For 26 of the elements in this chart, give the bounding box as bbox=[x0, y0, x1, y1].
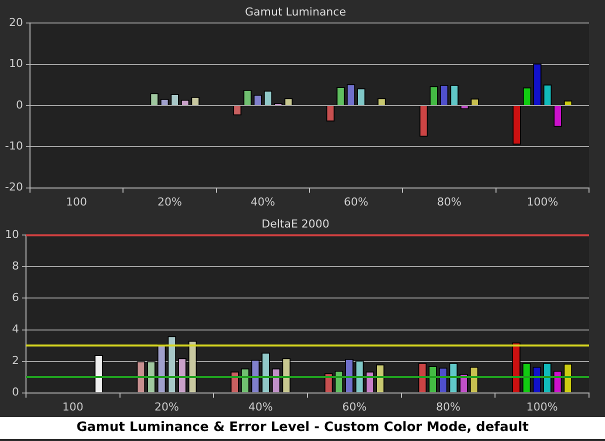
text: Gamut Luminance & Error Level - Custom Color Mode, default bbox=[0, 417, 605, 439]
x-tick-label: 100 bbox=[62, 400, 84, 414]
x-tick-label: 100% bbox=[526, 400, 558, 414]
y-tick-label: 10 bbox=[8, 57, 23, 70]
x-tick-label: 100% bbox=[526, 195, 558, 208]
x-tick-label: 80% bbox=[436, 400, 460, 414]
x-tick-label: 40% bbox=[248, 400, 273, 414]
y-tick-label: -10 bbox=[5, 140, 23, 153]
x-tick-label: 40% bbox=[250, 195, 276, 208]
x-tick-label: 20% bbox=[154, 400, 179, 414]
y-tick-label: 10 bbox=[4, 228, 19, 242]
y-tick-label: 0 bbox=[12, 386, 19, 399]
x-tick-label: 100 bbox=[66, 195, 88, 208]
y-tick-label: -20 bbox=[5, 180, 23, 194]
y-tick-label: 0 bbox=[16, 98, 23, 112]
y-tick-label: 4 bbox=[12, 322, 19, 336]
x-tick-label: 20% bbox=[158, 195, 182, 208]
chart-title: DeltaE 2000 bbox=[262, 217, 330, 230]
y-tick-label: 6 bbox=[12, 291, 19, 304]
x-tick-label: 80% bbox=[437, 195, 462, 208]
x-tick-label: 60% bbox=[342, 400, 367, 414]
y-tick-label: 2 bbox=[12, 354, 19, 368]
y-tick-label: 8 bbox=[12, 260, 19, 273]
x-tick-label: 60% bbox=[344, 195, 368, 208]
chart-title: Gamut Luminance bbox=[245, 5, 346, 18]
y-tick-label: 20 bbox=[8, 16, 23, 30]
